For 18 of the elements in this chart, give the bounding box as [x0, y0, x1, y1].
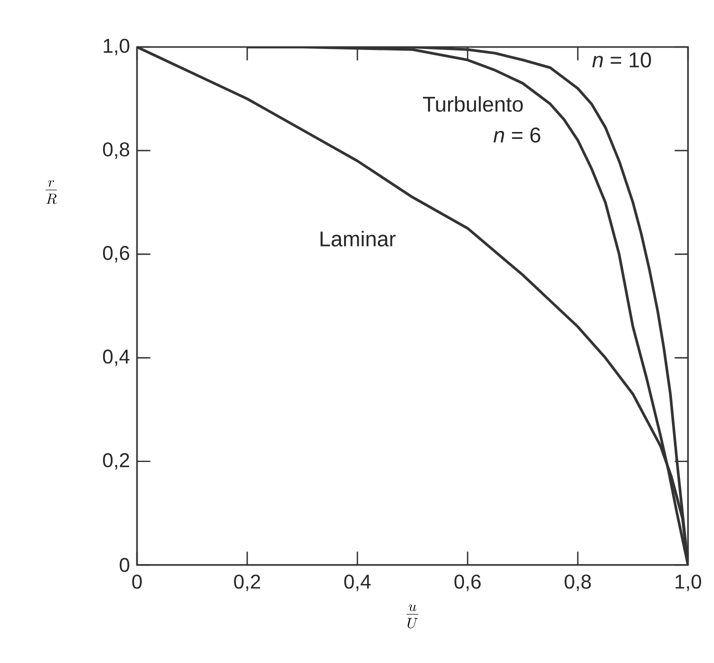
y-tick-label: 1,0 — [104, 38, 130, 56]
x-tick-label: 0 — [132, 574, 142, 589]
y-tick-label: 0,6 — [103, 246, 130, 262]
x-tick-label: 0,2 — [234, 574, 260, 592]
y-tick-label: 0 — [120, 558, 130, 572]
y-axis-title: $\frac{r}{R}$ — [46, 180, 57, 204]
annotation: Turbulento — [422, 96, 523, 112]
y-tick-label: 0,2 — [103, 453, 130, 470]
x-tick-label: 0,8 — [564, 574, 591, 592]
y-tick-label: 0,8 — [103, 142, 130, 159]
x-axis-title: $\frac{u}{U}$ — [406, 604, 418, 628]
annotation: Laminar — [320, 230, 396, 246]
x-tick-label: 1,0 — [676, 574, 702, 592]
annotation: n = 6 — [494, 128, 540, 143]
x-tick-label: 0,6 — [454, 574, 481, 592]
y-tick-label: 0,4 — [103, 350, 130, 366]
annotation: n = 10 — [592, 52, 651, 68]
x-tick-label: 0,4 — [344, 574, 371, 592]
